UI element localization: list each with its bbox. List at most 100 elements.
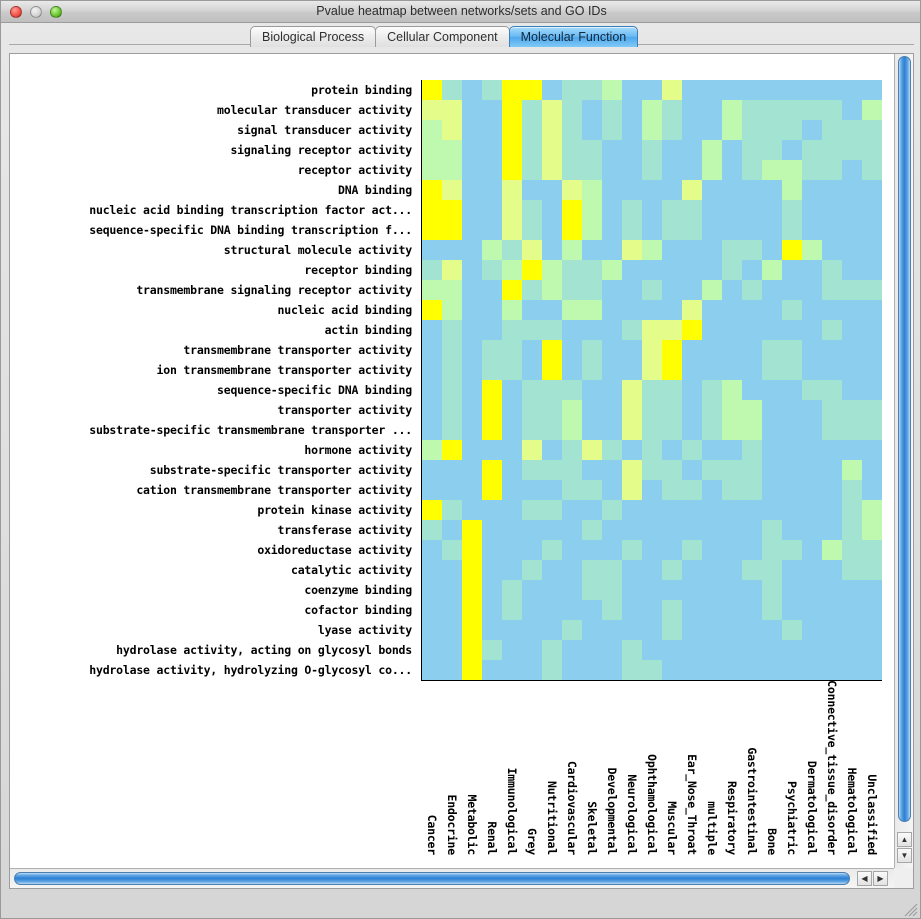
heatmap-cell[interactable]: [602, 440, 622, 460]
heatmap-cell[interactable]: [422, 100, 442, 120]
heatmap-cell[interactable]: [462, 300, 482, 320]
heatmap-cell[interactable]: [482, 300, 502, 320]
heatmap-cell[interactable]: [562, 320, 582, 340]
heatmap-cell[interactable]: [642, 540, 662, 560]
heatmap-cell[interactable]: [622, 660, 642, 680]
heatmap-cell[interactable]: [862, 140, 882, 160]
heatmap-cell[interactable]: [462, 140, 482, 160]
heatmap-cell[interactable]: [582, 240, 602, 260]
heatmap-cell[interactable]: [782, 200, 802, 220]
heatmap-cell[interactable]: [682, 560, 702, 580]
heatmap-cell[interactable]: [482, 80, 502, 100]
heatmap-cell[interactable]: [462, 220, 482, 240]
heatmap-cell[interactable]: [722, 100, 742, 120]
heatmap-cell[interactable]: [462, 480, 482, 500]
heatmap-cell[interactable]: [782, 580, 802, 600]
heatmap-cell[interactable]: [582, 440, 602, 460]
heatmap-cell[interactable]: [602, 260, 622, 280]
heatmap-cell[interactable]: [642, 460, 662, 480]
heatmap-cell[interactable]: [822, 420, 842, 440]
heatmap-cell[interactable]: [462, 200, 482, 220]
heatmap-cell[interactable]: [622, 220, 642, 240]
heatmap-cell[interactable]: [802, 180, 822, 200]
heatmap-cell[interactable]: [662, 660, 682, 680]
heatmap-cell[interactable]: [822, 340, 842, 360]
heatmap-cell[interactable]: [722, 400, 742, 420]
heatmap-cell[interactable]: [482, 320, 502, 340]
heatmap-cell[interactable]: [822, 540, 842, 560]
tab-biological-process[interactable]: Biological Process: [250, 26, 377, 47]
heatmap-cell[interactable]: [582, 340, 602, 360]
heatmap-cell[interactable]: [742, 580, 762, 600]
heatmap-cell[interactable]: [782, 640, 802, 660]
heatmap-cell[interactable]: [702, 660, 722, 680]
heatmap-cell[interactable]: [702, 300, 722, 320]
heatmap-cell[interactable]: [702, 620, 722, 640]
heatmap-cell[interactable]: [742, 260, 762, 280]
heatmap-cell[interactable]: [642, 580, 662, 600]
heatmap-cell[interactable]: [482, 360, 502, 380]
heatmap-cell[interactable]: [762, 400, 782, 420]
heatmap-cell[interactable]: [722, 620, 742, 640]
heatmap-cell[interactable]: [802, 560, 822, 580]
heatmap-cell[interactable]: [462, 440, 482, 460]
heatmap-cell[interactable]: [642, 300, 662, 320]
heatmap-cell[interactable]: [662, 300, 682, 320]
heatmap-cell[interactable]: [622, 360, 642, 380]
heatmap-cell[interactable]: [482, 380, 502, 400]
heatmap-cell[interactable]: [542, 540, 562, 560]
heatmap-cell[interactable]: [822, 380, 842, 400]
heatmap-cell[interactable]: [762, 100, 782, 120]
heatmap-cell[interactable]: [582, 360, 602, 380]
heatmap-cell[interactable]: [582, 280, 602, 300]
heatmap-cell[interactable]: [542, 620, 562, 640]
heatmap-cell[interactable]: [682, 400, 702, 420]
heatmap-cell[interactable]: [842, 500, 862, 520]
heatmap-cell[interactable]: [842, 300, 862, 320]
heatmap-cell[interactable]: [822, 660, 842, 680]
heatmap-cell[interactable]: [642, 320, 662, 340]
heatmap-cell[interactable]: [802, 440, 822, 460]
heatmap-cell[interactable]: [842, 100, 862, 120]
heatmap-cell[interactable]: [662, 480, 682, 500]
heatmap-cell[interactable]: [622, 500, 642, 520]
vertical-scrollbar-thumb[interactable]: [898, 56, 911, 822]
heatmap-cell[interactable]: [542, 640, 562, 660]
heatmap-cell[interactable]: [862, 440, 882, 460]
heatmap-cell[interactable]: [762, 560, 782, 580]
heatmap-cell[interactable]: [582, 220, 602, 240]
heatmap-cell[interactable]: [542, 260, 562, 280]
heatmap-cell[interactable]: [542, 600, 562, 620]
heatmap-cell[interactable]: [642, 660, 662, 680]
heatmap-cell[interactable]: [822, 500, 842, 520]
heatmap-cell[interactable]: [582, 140, 602, 160]
heatmap-cell[interactable]: [742, 100, 762, 120]
heatmap-cell[interactable]: [462, 260, 482, 280]
heatmap-cell[interactable]: [542, 580, 562, 600]
heatmap-cell[interactable]: [742, 500, 762, 520]
heatmap-cell[interactable]: [562, 180, 582, 200]
heatmap-cell[interactable]: [702, 120, 722, 140]
heatmap-cell[interactable]: [622, 580, 642, 600]
heatmap-cell[interactable]: [662, 100, 682, 120]
heatmap-cell[interactable]: [762, 460, 782, 480]
heatmap-cell[interactable]: [662, 260, 682, 280]
heatmap-cell[interactable]: [722, 580, 742, 600]
heatmap-cell[interactable]: [462, 500, 482, 520]
heatmap-cell[interactable]: [682, 460, 702, 480]
heatmap-cell[interactable]: [802, 500, 822, 520]
horizontal-scrollbar-thumb[interactable]: [14, 872, 850, 885]
heatmap-cell[interactable]: [482, 500, 502, 520]
heatmap-cell[interactable]: [562, 480, 582, 500]
heatmap-cell[interactable]: [482, 340, 502, 360]
heatmap-cell[interactable]: [782, 540, 802, 560]
heatmap-cell[interactable]: [622, 480, 642, 500]
heatmap-cell[interactable]: [662, 240, 682, 260]
heatmap-cell[interactable]: [462, 520, 482, 540]
heatmap-cell[interactable]: [762, 660, 782, 680]
heatmap-cell[interactable]: [862, 280, 882, 300]
heatmap-cell[interactable]: [602, 400, 622, 420]
heatmap-cell[interactable]: [622, 380, 642, 400]
heatmap-cell[interactable]: [722, 260, 742, 280]
heatmap-cell[interactable]: [842, 180, 862, 200]
